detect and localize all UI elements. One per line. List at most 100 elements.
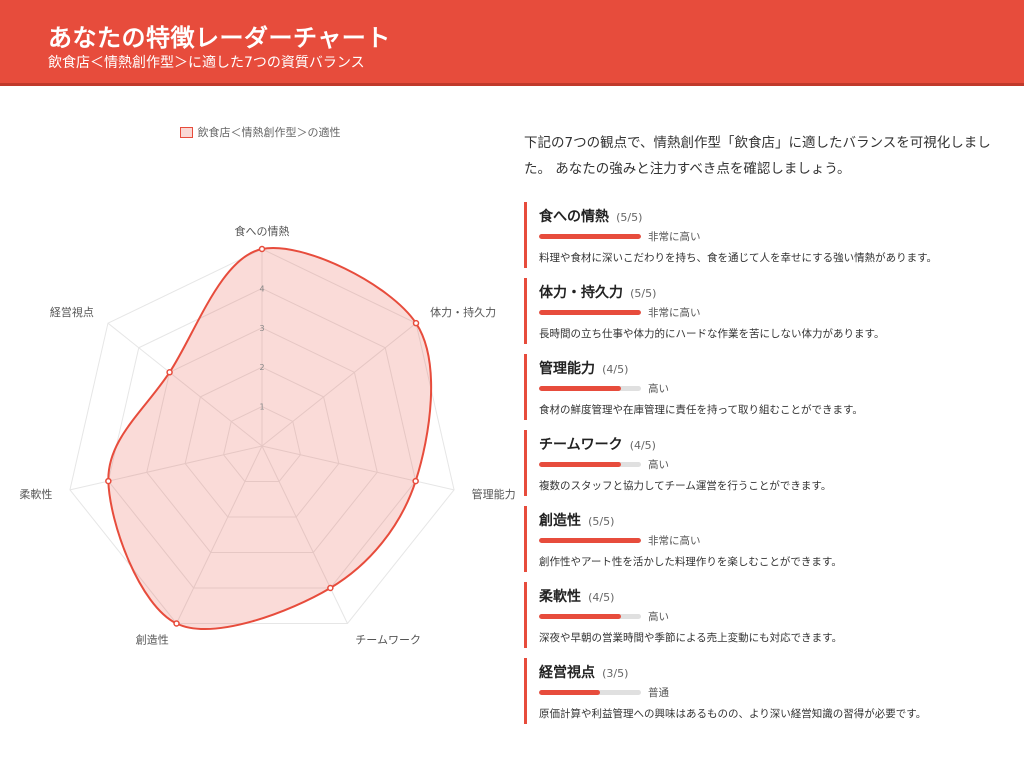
grid-spoke bbox=[261, 322, 417, 447]
data-point bbox=[258, 245, 266, 253]
trait-item: 創造性 (5/5) 非常に高い 創作性やアート性を活かした料理作りを楽しむことが… bbox=[524, 506, 994, 572]
trait-bar-row: 高い bbox=[539, 606, 994, 626]
trait-level: 高い bbox=[648, 610, 669, 623]
trait-name: チームワーク bbox=[539, 437, 623, 453]
chart-legend[interactable]: 飲食店＜情熱創作型＞の適性 bbox=[0, 124, 520, 140]
grid-ring bbox=[184, 366, 340, 518]
trait-header: 柔軟性 (4/5) bbox=[539, 582, 994, 605]
axis-label: 管理能力 bbox=[472, 487, 516, 501]
trait-bar-fill bbox=[539, 309, 641, 315]
axis-label: チームワーク bbox=[355, 634, 421, 647]
data-point bbox=[412, 477, 419, 485]
trait-level: 非常に高い bbox=[648, 534, 701, 547]
trait-bar-row: 高い bbox=[539, 378, 994, 398]
trait-name: 経営視点 bbox=[539, 665, 595, 681]
trait-bar-track bbox=[539, 233, 641, 239]
grid-ring bbox=[69, 248, 455, 624]
trait-item: 体力・持久力 (5/5) 非常に高い 長時間の立ち仕事や体力的にハードな作業を苦… bbox=[524, 278, 994, 344]
legend-swatch bbox=[179, 126, 193, 138]
grid-spoke bbox=[69, 445, 263, 491]
trait-item: 柔軟性 (4/5) 高い 深夜や早朝の営業時間や季節による売上変動にも対応できま… bbox=[524, 582, 994, 648]
trait-bar-fill bbox=[539, 537, 641, 543]
grid-spoke bbox=[107, 322, 263, 447]
trait-bar-track bbox=[539, 537, 641, 543]
trait-score: (3/5) bbox=[602, 667, 629, 680]
trait-bar-track bbox=[539, 613, 641, 619]
trait-score: (5/5) bbox=[616, 211, 643, 224]
trait-score: (5/5) bbox=[630, 287, 657, 300]
trait-item: 食への情熱 (5/5) 非常に高い 料理や食材に深いこだわりを持ち、食を通じて人… bbox=[524, 202, 994, 268]
trait-bar-track bbox=[539, 309, 641, 315]
trait-level: 非常に高い bbox=[648, 306, 701, 319]
data-point bbox=[173, 620, 180, 627]
trait-score: (4/5) bbox=[602, 363, 629, 376]
trait-item: チームワーク (4/5) 高い 複数のスタッフと協力してチーム運営を行うことがで… bbox=[524, 430, 994, 496]
trait-level: 高い bbox=[648, 382, 669, 395]
trait-description: 複数のスタッフと協力してチーム運営を行うことができます。 bbox=[539, 480, 832, 492]
grid-spoke bbox=[176, 445, 263, 624]
trait-description: 創作性やアート性を活かした料理作りを楽しむことができます。 bbox=[539, 556, 842, 568]
trait-level: 普通 bbox=[648, 686, 669, 699]
trait-score: (5/5) bbox=[588, 515, 615, 528]
data-point bbox=[327, 584, 334, 592]
axis-label: 経営視点 bbox=[50, 305, 94, 319]
trait-description: 料理や食材に深いこだわりを持ち、食を通じて人を幸せにする強い情熱があります。 bbox=[539, 252, 938, 264]
trait-list: 食への情熱 (5/5) 非常に高い 料理や食材に深いこだわりを持ち、食を通じて人… bbox=[524, 202, 994, 734]
data-point bbox=[412, 319, 420, 327]
radial-tick-label: 4 bbox=[259, 284, 264, 293]
data-point bbox=[166, 369, 173, 376]
grid-spoke bbox=[261, 445, 348, 624]
axis-label: 体力・持久力 bbox=[430, 305, 496, 319]
page-subtitle: 飲食店＜情熱創作型＞に適した7つの資質バランス bbox=[48, 55, 365, 71]
trait-bar-track bbox=[539, 689, 641, 695]
trait-description: 原価計算や利益管理への興味はあるものの、より深い経営知識の習得が必要です。 bbox=[539, 708, 927, 720]
radial-tick-label: 3 bbox=[259, 324, 264, 333]
grid-ring bbox=[146, 327, 378, 553]
trait-bar-track bbox=[539, 385, 641, 391]
trait-bar-fill bbox=[539, 461, 621, 467]
page-title: あなたの特徴レーダーチャート bbox=[48, 24, 391, 52]
trait-name: 創造性 bbox=[539, 513, 581, 529]
grid-ring bbox=[107, 287, 417, 589]
trait-description: 深夜や早朝の営業時間や季節による売上変動にも対応できます。 bbox=[539, 632, 843, 644]
trait-description: 食材の鮮度管理や在庫管理に責任を持って取り組むことができます。 bbox=[539, 404, 863, 416]
trait-description: 長時間の立ち仕事や体力的にハードな作業を苦にしない体力があります。 bbox=[539, 328, 885, 340]
trait-bar-row: 非常に高い bbox=[539, 226, 994, 246]
trait-level: 非常に高い bbox=[648, 230, 701, 243]
trait-name: 柔軟性 bbox=[539, 589, 581, 605]
trait-item: 経営視点 (3/5) 普通 原価計算や利益管理への興味はあるものの、より深い経営… bbox=[524, 658, 994, 724]
trait-bar-fill bbox=[539, 233, 641, 239]
trait-score: (4/5) bbox=[588, 591, 615, 604]
axis-label: 柔軟性 bbox=[19, 487, 52, 501]
trait-header: 経営視点 (3/5) bbox=[539, 658, 994, 681]
trait-bar-fill bbox=[539, 613, 621, 619]
data-point bbox=[105, 477, 112, 485]
trait-header: 管理能力 (4/5) bbox=[539, 354, 994, 377]
trait-score: (4/5) bbox=[629, 439, 656, 452]
trait-bar-fill bbox=[539, 689, 601, 695]
data-area bbox=[107, 247, 433, 630]
page-header: あなたの特徴レーダーチャート 飲食店＜情熱創作型＞に適した7つの資質バランス bbox=[0, 0, 1024, 86]
trait-bar-fill bbox=[539, 385, 621, 391]
trait-item: 管理能力 (4/5) 高い 食材の鮮度管理や在庫管理に責任を持って取り組むことが… bbox=[524, 354, 994, 420]
trait-name: 管理能力 bbox=[539, 361, 595, 377]
axis-label: 食への情熱 bbox=[235, 224, 290, 238]
intro-text: 下記の7つの観点で、情熱創作型「飲食店」に適したバランスを可視化しました。 あな… bbox=[524, 135, 991, 177]
trait-bar-row: 非常に高い bbox=[539, 530, 994, 550]
radial-tick-label: 1 bbox=[259, 403, 264, 412]
trait-name: 体力・持久力 bbox=[539, 285, 623, 301]
trait-level: 高い bbox=[648, 458, 669, 471]
legend-label: 飲食店＜情熱創作型＞の適性 bbox=[197, 126, 341, 139]
grid-spoke bbox=[261, 445, 455, 491]
trait-header: 体力・持久力 (5/5) bbox=[539, 278, 994, 301]
trait-bar-row: 高い bbox=[539, 454, 994, 474]
trait-name: 食への情熱 bbox=[539, 209, 609, 225]
trait-header: チームワーク (4/5) bbox=[539, 430, 994, 453]
trait-header: 創造性 (5/5) bbox=[539, 506, 994, 529]
radar-chart-panel: 1 2 3 4 食への情熱 体力・持久力 管理能力 チームワーク 創造性 柔軟性 経営視点 飲食店＜… bbox=[0, 110, 520, 670]
trait-header: 食への情熱 (5/5) bbox=[539, 202, 994, 225]
trait-bar-track bbox=[539, 461, 641, 467]
trait-bar-row: 普通 bbox=[539, 682, 994, 702]
radial-tick-label: 2 bbox=[259, 363, 264, 372]
